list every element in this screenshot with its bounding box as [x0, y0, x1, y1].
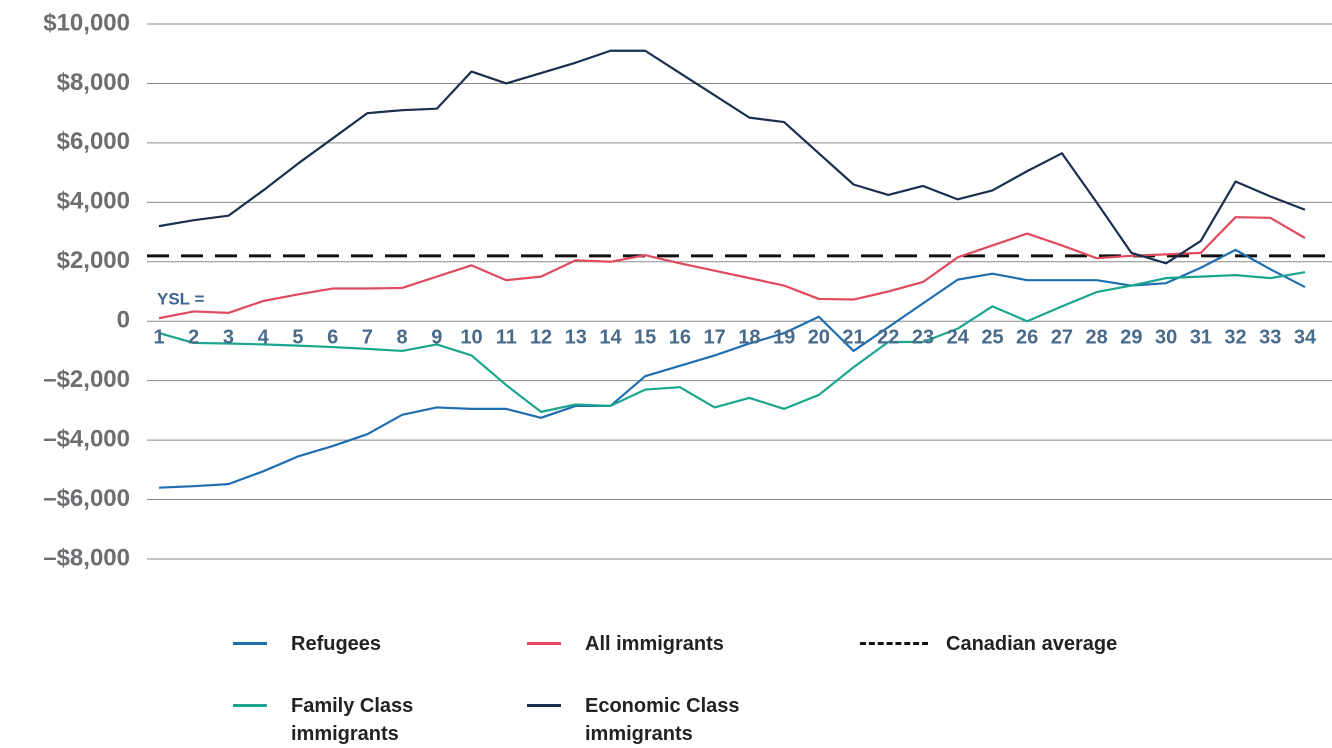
series-line — [158, 216, 1306, 320]
x-tick-label: 19 — [773, 326, 795, 348]
y-tick-label: $4,000 — [57, 188, 130, 215]
legend-swatch — [233, 704, 267, 707]
legend-label: Family Class immigrants — [291, 695, 414, 745]
legend-item: Refugees — [233, 630, 491, 658]
y-tick-label: $10,000 — [43, 9, 130, 36]
x-tick-label: 28 — [1086, 326, 1108, 348]
x-tick-label: 3 — [223, 326, 234, 348]
x-tick-label: 10 — [460, 326, 482, 348]
x-tick-label: 6 — [327, 326, 338, 348]
x-tick-label: 5 — [292, 326, 303, 348]
x-tick-label: 11 — [496, 326, 517, 348]
legend-item: Family Class immigrants — [233, 692, 491, 748]
legend-swatch — [860, 642, 928, 645]
x-tick-label: 33 — [1259, 326, 1281, 348]
series-line — [158, 248, 1306, 489]
series-line — [158, 271, 1306, 413]
legend-label: Refugees — [291, 633, 382, 655]
x-tick-label: 27 — [1051, 326, 1073, 348]
x-tick-label: 16 — [669, 326, 691, 348]
x-tick-label: 30 — [1155, 326, 1177, 348]
legend-label: Economic Class immigrants — [585, 695, 740, 745]
series-line — [158, 49, 1306, 265]
chart: –$8,000 –$6,000 –$4,000 –$2,000 0 $2,000 $4,00… — [43, 9, 1332, 571]
y-tick-label: $8,000 — [57, 69, 130, 96]
legend-swatch — [527, 704, 561, 707]
legend-swatch — [527, 642, 561, 645]
annotation: YSL = — [157, 289, 204, 308]
x-tick-label: 17 — [704, 326, 726, 348]
legend-label: Canadian average — [946, 633, 1118, 655]
legend-item: Canadian average — [860, 630, 1146, 658]
x-tick-label: 29 — [1120, 326, 1142, 348]
y-tick-label: –$2,000 — [43, 366, 130, 393]
x-tick-label: 18 — [738, 326, 760, 348]
x-tick-label: 22 — [877, 326, 899, 348]
x-tick-label: 4 — [258, 326, 270, 348]
legend-item: Economic Class immigrants — [527, 692, 785, 748]
legend-item: All immigrants — [527, 630, 785, 658]
x-tick-label: 32 — [1224, 326, 1246, 348]
y-tick-label: –$6,000 — [43, 485, 130, 512]
y-tick-label: $6,000 — [57, 128, 130, 155]
y-tick-label: –$8,000 — [43, 544, 130, 571]
x-tick-label: 21 — [842, 326, 864, 348]
x-tick-label: 23 — [912, 326, 934, 348]
x-tick-label: 8 — [397, 326, 408, 348]
y-tick-label: $2,000 — [57, 247, 130, 274]
x-tick-label: 1 — [153, 326, 164, 348]
x-tick-label: 15 — [634, 326, 656, 348]
legend-label: All immigrants — [585, 633, 724, 655]
x-tick-label: 14 — [599, 326, 622, 348]
x-tick-label: 7 — [362, 326, 373, 348]
x-tick-label: 34 — [1294, 326, 1317, 348]
x-tick-label: 13 — [565, 326, 587, 348]
y-tick-label: 0 — [117, 307, 130, 334]
x-tick-label: 2 — [188, 326, 199, 348]
x-tick-label: 26 — [1016, 326, 1038, 348]
x-tick-label: 12 — [530, 326, 552, 348]
x-tick-label: 31 — [1190, 326, 1212, 348]
legend-swatch — [233, 642, 267, 645]
x-tick-label: 20 — [808, 326, 830, 348]
x-tick-label: 25 — [981, 326, 1003, 348]
x-tick-label: 9 — [431, 326, 442, 348]
y-tick-label: –$4,000 — [43, 425, 130, 452]
x-tick-label: 24 — [947, 326, 970, 348]
